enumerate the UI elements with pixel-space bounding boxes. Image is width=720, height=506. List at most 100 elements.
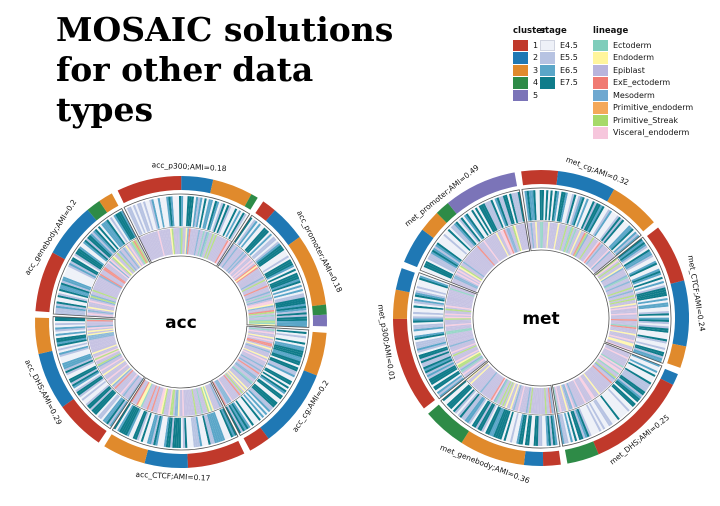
stage-cell (479, 403, 496, 432)
lineage-cell (235, 361, 258, 379)
cluster-segment (104, 434, 148, 464)
stage-cell (239, 222, 260, 247)
lineage-cell (523, 386, 530, 413)
stage-cell (66, 362, 95, 378)
lineage-cell (456, 270, 481, 285)
lineage-cell (452, 278, 478, 291)
lineage-cell (248, 306, 275, 313)
stage-cell (516, 414, 524, 444)
lineage-cell (470, 365, 491, 385)
lineage-cell (562, 226, 573, 252)
stage-cell (513, 413, 522, 444)
lineage-cell (192, 229, 199, 256)
stage-cell (61, 280, 91, 292)
lineage-cell (198, 231, 207, 257)
lineage-cell (187, 389, 193, 416)
lineage-cell (99, 355, 123, 371)
stage-cell (84, 383, 109, 405)
lineage-cell (244, 288, 270, 299)
lineage-cell (547, 222, 552, 249)
stage-cell (243, 394, 265, 419)
lineage-cell (601, 351, 626, 366)
stage-cell (524, 190, 530, 221)
lineage-cell (204, 385, 216, 411)
stage-cell (583, 202, 599, 231)
lineage-cell (87, 330, 114, 336)
stage-cell (413, 305, 444, 310)
lineage-cell (117, 372, 137, 393)
lineage-cell (219, 377, 236, 400)
lineage-cell (506, 227, 517, 253)
stage-cell (118, 211, 136, 239)
track-divider (616, 257, 639, 352)
stage-cell (625, 252, 653, 270)
lineage-cell (141, 383, 154, 409)
lineage-cell (243, 283, 268, 296)
lineage-cell (458, 267, 482, 283)
stage-cell (526, 415, 532, 446)
stage-cell (55, 331, 86, 337)
stage-cell (67, 264, 96, 280)
stage-cell (429, 366, 457, 384)
lineage-cell (595, 360, 618, 378)
lineage-cell (609, 333, 635, 341)
stage-cell (262, 255, 290, 273)
lineage-cell (203, 233, 215, 259)
lineage-cell (596, 259, 619, 277)
lineage-cell (580, 375, 597, 398)
lineage-cell (246, 295, 272, 305)
lineage-cell (122, 375, 140, 397)
lineage-cell (236, 360, 259, 378)
stage-cell (485, 406, 500, 435)
lineage-cell (499, 380, 512, 406)
lineage-cell (90, 339, 116, 349)
lineage-cell (108, 365, 130, 384)
lineage-cell (168, 389, 173, 416)
lineage-cell (597, 358, 620, 375)
lineage-cell (520, 223, 528, 250)
lineage-cell (121, 248, 139, 270)
stage-cell (130, 409, 145, 439)
stage-cell (618, 375, 645, 396)
stage-cell (263, 370, 291, 388)
lineage-cell (235, 265, 258, 283)
stage-cell (195, 416, 203, 447)
lineage-cell (609, 330, 636, 338)
lineage-cell (98, 354, 123, 369)
lineage-cell (598, 357, 621, 374)
lineage-cell (248, 327, 275, 332)
lineage-cell (247, 303, 274, 310)
stage-cell (543, 415, 547, 446)
lineage-cell (478, 244, 497, 266)
cluster-legend-item: 5 (513, 89, 546, 102)
lineage-cell (106, 262, 129, 281)
stage-cell (428, 255, 456, 272)
lineage-cell (89, 338, 116, 347)
stage-cell (269, 272, 298, 286)
lineage-cell (606, 282, 631, 294)
lineage-cell (88, 333, 115, 339)
stage-cell (627, 258, 656, 275)
stage-cell (106, 219, 126, 245)
lineage-cell (149, 386, 160, 412)
stage-cell (522, 414, 529, 445)
lineage-cell (564, 227, 576, 253)
stage-cell (55, 329, 86, 334)
lineage-cell (610, 326, 637, 331)
stage-cell (209, 412, 222, 443)
stage-cell (264, 367, 293, 384)
lineage-cell (183, 228, 186, 255)
lineage-cell (216, 241, 232, 265)
lineage-cell (479, 243, 497, 265)
stage-cell (275, 301, 306, 309)
lineage-cell (553, 223, 560, 250)
lineage-cell (483, 374, 501, 396)
lineage-cell (531, 222, 536, 249)
lineage-cell (468, 253, 490, 272)
lineage-cell (231, 366, 253, 385)
stage-cell (197, 197, 205, 228)
track-divider (526, 220, 617, 257)
lineage-cell (592, 364, 613, 384)
lineage-cell (445, 319, 472, 322)
